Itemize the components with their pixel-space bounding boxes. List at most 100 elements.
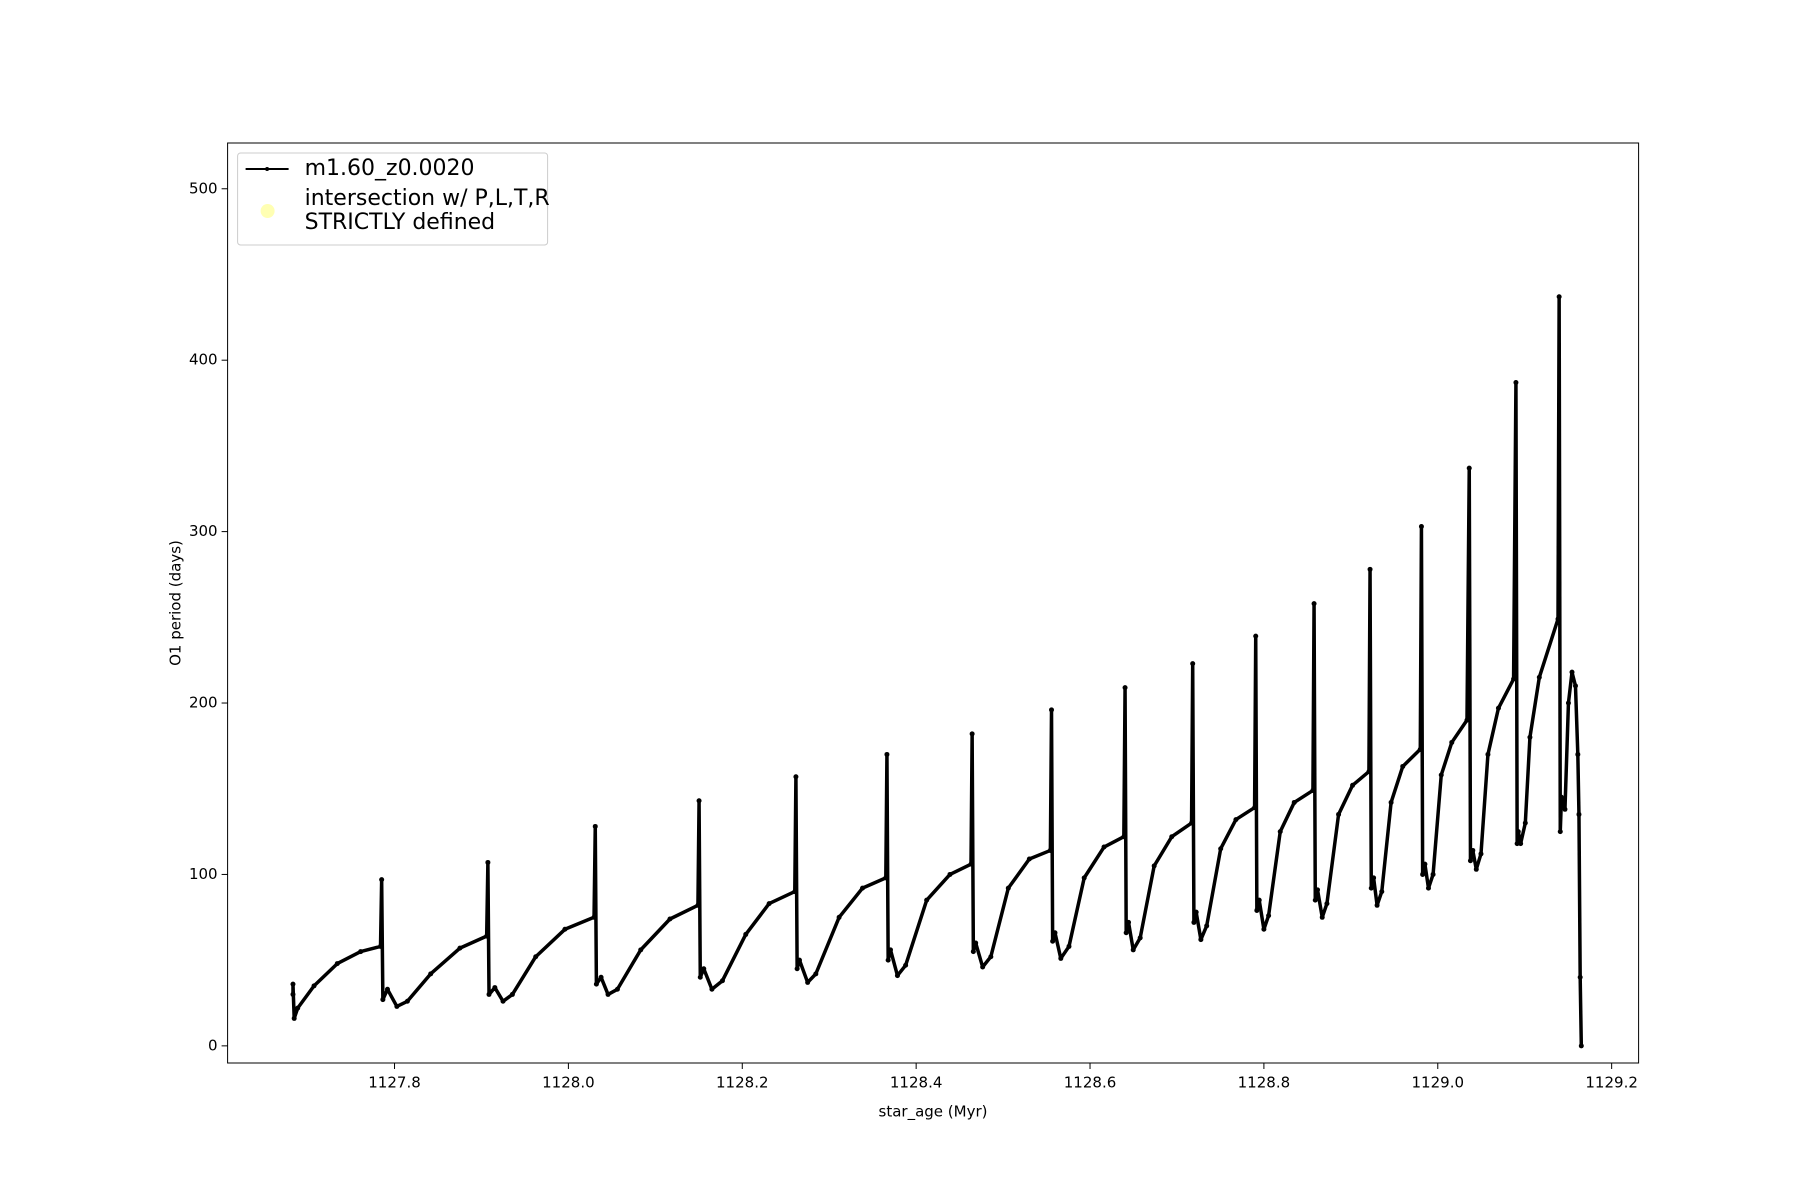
series-point: [1430, 871, 1436, 877]
series-point: [1425, 885, 1431, 891]
series-point: [1050, 938, 1056, 944]
x-tick-label: 1128.2: [716, 1074, 769, 1092]
series-point: [860, 885, 866, 891]
series-point: [1379, 889, 1385, 895]
series-point: [311, 983, 317, 989]
series-point: [1371, 875, 1377, 881]
y-tick-label: 500: [189, 179, 218, 197]
series-point: [295, 1005, 301, 1011]
series-point: [358, 949, 364, 955]
x-tick-label: 1128.4: [890, 1074, 943, 1092]
series-point: [614, 986, 620, 992]
x-axis-label: star_age (Myr): [879, 1103, 988, 1122]
series-point: [924, 897, 930, 903]
series-point: [378, 943, 384, 949]
series-point: [1576, 811, 1582, 817]
series-point: [1557, 829, 1563, 835]
series-point: [1514, 841, 1520, 847]
series-point: [1536, 674, 1542, 680]
series-point: [1233, 817, 1239, 823]
series-point: [1190, 661, 1196, 667]
series-point: [384, 986, 390, 992]
series-point: [1122, 685, 1128, 691]
series-point: [1081, 875, 1087, 881]
series-point: [1473, 866, 1479, 872]
series-point: [1388, 799, 1394, 805]
series-point: [973, 940, 979, 946]
legend-marker: [265, 167, 270, 171]
series-point: [1495, 705, 1501, 711]
series-point: [1555, 616, 1561, 622]
x-tick-label: 1128.6: [1064, 1074, 1117, 1092]
series-point: [988, 954, 994, 960]
y-tick-label: 100: [189, 865, 218, 883]
series-point: [380, 997, 386, 1003]
series-point: [562, 926, 568, 932]
series-point: [970, 949, 976, 955]
y-tick-label: 200: [189, 694, 218, 712]
x-tick-label: 1128.8: [1238, 1074, 1291, 1092]
legend-label-line: STRICTLY defined: [305, 210, 496, 235]
series-point: [1311, 601, 1317, 607]
series-point: [794, 966, 800, 972]
series-point: [1026, 856, 1032, 862]
series-point: [903, 962, 909, 968]
series-point: [605, 991, 611, 997]
series-point: [1189, 820, 1195, 826]
series-point: [428, 971, 434, 977]
y-tick-label: 400: [189, 351, 218, 369]
series-point: [1254, 907, 1260, 913]
legend-label: m1.60_z0.0020: [305, 156, 475, 181]
series-point: [719, 978, 725, 984]
series-point: [1137, 935, 1143, 941]
series-point: [696, 798, 702, 804]
series-point: [457, 945, 463, 951]
series-point: [1266, 913, 1272, 919]
series-point: [1374, 902, 1380, 908]
plot-frame: [227, 142, 1640, 1064]
series-point: [1367, 566, 1373, 572]
series-point: [1522, 820, 1528, 826]
series-point: [1005, 885, 1011, 891]
series-point: [1218, 846, 1224, 852]
series-point: [1310, 787, 1316, 793]
series-point: [1470, 847, 1476, 853]
series-point: [1052, 930, 1058, 936]
series-point: [638, 947, 644, 953]
series-point: [1319, 914, 1325, 920]
series-point: [500, 998, 506, 1004]
series-point: [1252, 805, 1258, 811]
series-point: [1515, 829, 1521, 835]
series-point: [404, 998, 410, 1004]
series-point: [888, 947, 894, 953]
series-point: [980, 964, 986, 970]
series-point: [969, 731, 975, 737]
series-point: [1058, 955, 1064, 961]
series-point: [1572, 683, 1578, 689]
series-point: [394, 1003, 400, 1009]
series-point: [1518, 841, 1524, 847]
series-point: [1466, 465, 1472, 471]
series-point: [697, 974, 703, 980]
series-point: [1368, 885, 1374, 891]
series-point: [598, 974, 604, 980]
series-point: [1575, 751, 1581, 757]
series-point: [1511, 676, 1517, 682]
series-point: [1126, 919, 1132, 925]
legend: m1.60_z0.0020 intersection w/ P,L,T,R STRI…: [237, 152, 550, 246]
series-point: [485, 859, 491, 865]
series-point: [743, 931, 749, 937]
series-point: [1418, 523, 1424, 529]
series-point: [1277, 829, 1283, 835]
series-point: [1366, 769, 1372, 775]
series-point: [1130, 947, 1136, 953]
series-point: [291, 1015, 297, 1021]
y-axis-label: O1 period (days): [167, 540, 185, 666]
series-point: [793, 774, 799, 780]
x-tick-label: 1128.0: [542, 1074, 595, 1092]
series-point: [1350, 782, 1356, 788]
series-point: [766, 901, 772, 907]
series-point: [813, 971, 819, 977]
series-point: [1449, 739, 1455, 745]
series-point: [334, 961, 340, 967]
